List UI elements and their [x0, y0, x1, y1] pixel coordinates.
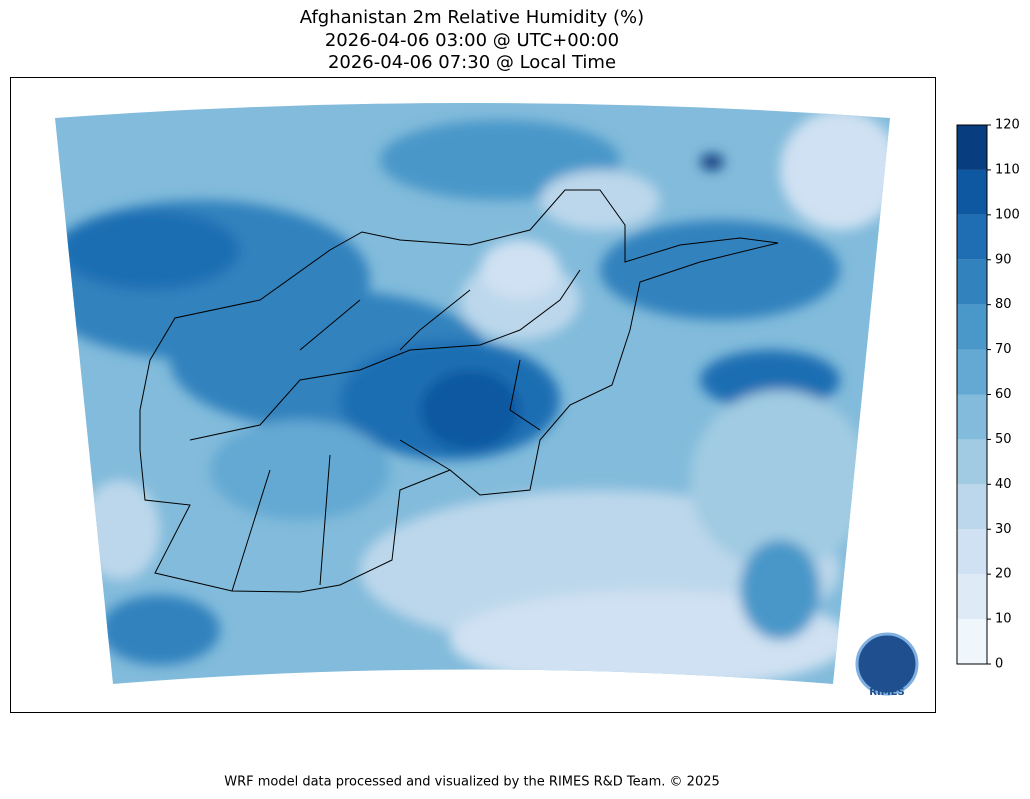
humidity-region: [700, 154, 724, 170]
humidity-region: [780, 110, 890, 230]
humidity-region: [690, 390, 870, 570]
colorbar-band: [957, 619, 987, 664]
colorbar-tick-label: 40: [995, 477, 1012, 492]
logo-text: RIMES: [869, 687, 904, 698]
map-frame: [10, 77, 936, 713]
humidity-field: [55, 103, 890, 684]
colorbar-tick-label: 100: [995, 207, 1020, 222]
humidity-region: [420, 370, 520, 450]
colorbar-tick-label: 110: [995, 162, 1020, 177]
colorbar-tick-label: 30: [995, 522, 1012, 537]
colorbar: 0 10 20 30 40 50 60 70 80 90 100 110 120: [956, 118, 1020, 672]
title-line: 2026-04-06 07:30 @ Local Time: [328, 52, 616, 73]
colorbar-band: [957, 394, 987, 440]
colorbar-tick-label: 80: [995, 297, 1012, 312]
colorbar-tick-label: 50: [995, 432, 1012, 447]
humidity-region: [600, 220, 840, 320]
logo: RIMES: [855, 632, 919, 698]
humidity-region: [480, 240, 560, 300]
colorbar-tick-label: 0: [995, 657, 1003, 672]
humidity-region: [80, 480, 160, 580]
colorbar-band: [957, 125, 987, 170]
colorbar-band: [957, 574, 987, 620]
colorbar-tick-label: 90: [995, 252, 1012, 267]
colorbar-band: [957, 259, 987, 305]
colorbar-tick-label: 10: [995, 612, 1012, 627]
colorbar-band: [957, 214, 987, 260]
colorbar-tick-label: 60: [995, 387, 1012, 402]
humidity-region: [100, 595, 220, 665]
colorbar-tick-label: 70: [995, 342, 1012, 357]
colorbar-band: [957, 529, 987, 575]
colorbar-band: [957, 484, 987, 530]
credit: WRF model data processed and visualized …: [224, 775, 720, 790]
humidity-region: [210, 420, 390, 520]
title-line: 2026-04-06 03:00 @ UTC+00:00: [325, 30, 619, 51]
title-line: Afghanistan 2m Relative Humidity (%): [300, 7, 644, 28]
humidity-region: [540, 170, 660, 230]
colorbar-tick-label: 20: [995, 567, 1012, 582]
humidity-region: [740, 540, 820, 640]
colorbar-band: [957, 439, 987, 485]
country-borders: [139, 189, 779, 593]
colorbar-tick-label: 120: [995, 118, 1020, 133]
humidity-region: [60, 210, 240, 290]
colorbar-band: [957, 304, 987, 350]
colorbar-band: [957, 169, 987, 215]
colorbar-band: [957, 349, 987, 395]
